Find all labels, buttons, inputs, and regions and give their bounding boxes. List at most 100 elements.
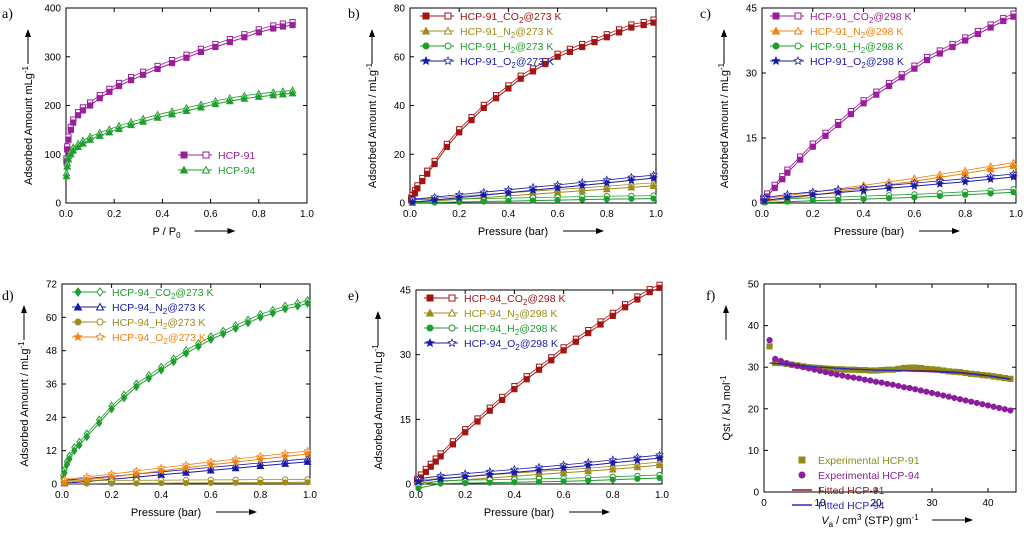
data-point: [180, 151, 188, 159]
x-tick-label: 0.4: [501, 209, 515, 220]
data-point: [962, 37, 969, 44]
data-point: [603, 196, 610, 203]
data-point: [554, 196, 561, 204]
label-part: Experimental HCP-94: [818, 470, 920, 482]
label-part: 0: [176, 231, 181, 240]
data-point: [656, 474, 663, 482]
x-tick-label: 0.0: [409, 490, 423, 501]
x-axis-label: Va / cm3 (STP) gm-1: [821, 513, 919, 529]
series-1: [760, 10, 1017, 204]
data-point: [76, 440, 83, 450]
label-part: Fitted HCP-91: [818, 485, 885, 497]
legend-label: HCP-91_O2@273 K: [460, 56, 554, 70]
label-part: 2: [515, 328, 520, 337]
data-point: [912, 364, 919, 371]
data-point: [956, 396, 964, 403]
data-point: [96, 318, 104, 326]
data-point: [206, 466, 215, 474]
data-point: [82, 475, 92, 484]
data-point: [421, 56, 431, 66]
data-point: [640, 21, 647, 29]
data-point: [962, 191, 969, 198]
data-point: [585, 330, 592, 337]
x-tick-label: 0.4: [155, 209, 169, 220]
data-point: [656, 284, 663, 291]
data-point: [168, 59, 176, 67]
y-tick-label: 0: [51, 480, 57, 491]
y-tick-label: 300: [44, 52, 61, 63]
label-part: Adsorbed Amount / mLg: [19, 349, 31, 467]
legend-label: HCP-94_O2@273 K: [112, 332, 206, 346]
legend-label: Fitted HCP-91: [818, 485, 885, 497]
data-point: [884, 380, 891, 387]
x-tick-label: 1.0: [1009, 209, 1023, 220]
label-part: @298 K: [865, 26, 903, 38]
y-tick-label: 400: [44, 4, 61, 15]
data-point: [95, 418, 103, 428]
label-part: 2: [861, 46, 866, 55]
data-point: [62, 172, 71, 180]
legend-label: HCP-94_CO2@273 K: [112, 287, 214, 301]
data-point: [120, 393, 128, 403]
legend-label: HCP-94_N2@273 K: [112, 302, 205, 316]
data-point: [153, 113, 162, 121]
data-point: [1010, 189, 1017, 196]
data-point: [856, 375, 863, 382]
label-part: Adsorbed Amount / mLg: [719, 70, 731, 188]
data-point: [280, 451, 290, 461]
panel-label: e): [348, 289, 359, 304]
data-point: [107, 472, 116, 481]
y-axis-label: Adsorbed Amount / mLg-1: [365, 62, 379, 188]
data-point: [304, 479, 311, 486]
data-point: [616, 29, 623, 36]
data-point: [139, 117, 148, 125]
data-point: [822, 132, 829, 139]
legend-label: HCP-94: [218, 165, 256, 177]
data-point: [535, 478, 543, 485]
data-point: [553, 183, 562, 192]
data-point: [559, 463, 568, 472]
data-point: [269, 308, 277, 318]
data-point: [407, 197, 417, 207]
data-point: [66, 150, 75, 158]
data-point: [794, 12, 802, 20]
data-point: [206, 460, 216, 469]
y-tick-label: 40: [748, 321, 760, 332]
label-part: Experimental HCP-91: [818, 455, 920, 467]
data-point: [798, 456, 806, 464]
data-point: [872, 378, 880, 385]
series-line: [62, 302, 308, 479]
data-point: [95, 302, 105, 311]
data-point: [462, 480, 469, 487]
series-4: [407, 170, 659, 207]
label-part: -1: [912, 513, 920, 522]
data-point: [244, 318, 252, 328]
x-tick-label: 0.2: [806, 209, 820, 220]
series-2: [62, 86, 297, 180]
label-part: HCP-91_O: [460, 56, 511, 68]
data-point: [917, 387, 924, 394]
label-part: HCP-94_N: [464, 308, 515, 320]
data-point: [608, 465, 617, 473]
x-tick-label: 0.6: [907, 209, 921, 220]
data-point: [627, 183, 636, 191]
data-point: [873, 91, 880, 98]
data-point: [960, 177, 970, 186]
legend-label: HCP-91_N2@273 K: [460, 26, 553, 40]
data-point: [579, 43, 586, 51]
data-point: [996, 404, 1003, 412]
series-1: [63, 18, 296, 165]
data-point: [255, 29, 262, 36]
data-point: [646, 289, 653, 296]
data-point: [145, 373, 153, 383]
x-tick-label: 0.6: [557, 490, 571, 501]
data-point: [898, 74, 905, 81]
data-point: [608, 458, 618, 467]
data-point: [105, 128, 114, 136]
data-point: [628, 24, 635, 31]
label-part: 2: [861, 61, 866, 70]
data-point: [878, 379, 885, 386]
data-point: [987, 24, 994, 31]
data-point: [777, 357, 784, 365]
